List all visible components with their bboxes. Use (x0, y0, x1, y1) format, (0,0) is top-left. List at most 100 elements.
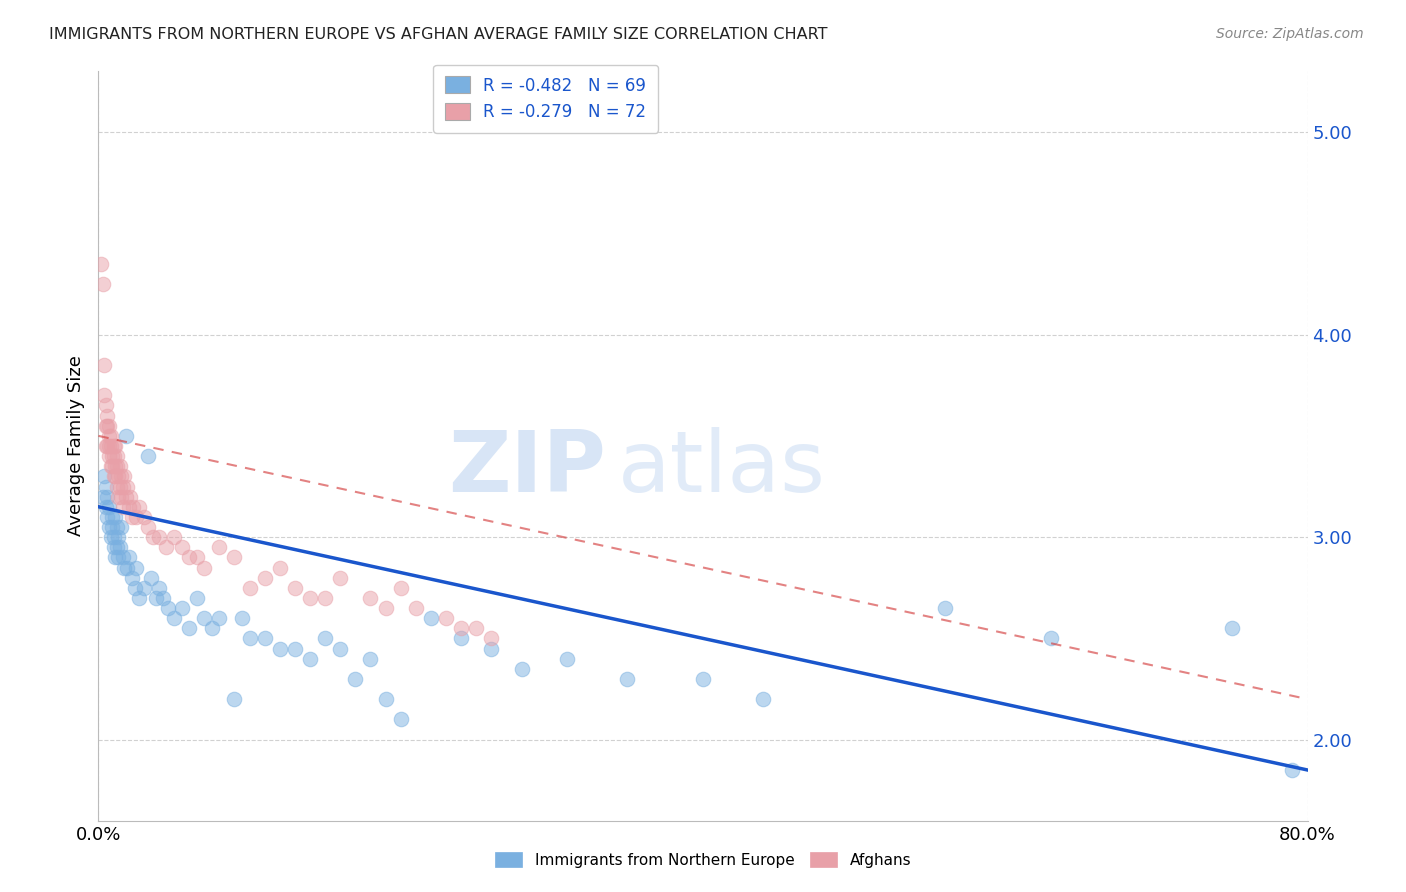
Point (1281, 763, 1303, 777)
Point (360, 591, 382, 605)
Point (94, 439, 117, 453)
Point (329, 641, 352, 656)
Point (269, 641, 291, 656)
Point (96, 490, 118, 504)
Point (91, 277, 114, 291)
Point (110, 469, 132, 483)
Point (94, 399, 117, 413)
Point (93, 388, 115, 402)
Point (692, 672, 714, 686)
Point (121, 571, 143, 585)
Point (121, 509, 143, 524)
Point (98, 500, 121, 514)
Point (112, 469, 135, 483)
Text: ZIP: ZIP (449, 427, 606, 510)
Point (104, 469, 127, 483)
Point (111, 500, 134, 514)
Point (405, 601, 427, 615)
Point (94, 479, 117, 493)
Point (128, 500, 150, 514)
Point (1220, 621, 1243, 635)
Point (136, 520, 159, 534)
Point (125, 509, 148, 524)
Point (269, 560, 291, 574)
Point (100, 530, 122, 544)
Point (360, 651, 382, 665)
Point (374, 692, 396, 706)
Point (389, 712, 412, 726)
Text: Source: ZipAtlas.com: Source: ZipAtlas.com (1216, 27, 1364, 41)
Point (115, 560, 138, 574)
Point (253, 571, 276, 585)
Point (284, 581, 307, 595)
Point (120, 490, 142, 504)
Point (201, 621, 224, 635)
Point (132, 509, 155, 524)
Point (122, 500, 145, 514)
Point (344, 672, 367, 686)
Point (103, 541, 125, 555)
Point (98, 449, 121, 463)
Point (208, 611, 231, 625)
Legend: Immigrants from Northern Europe, Afghans: Immigrants from Northern Europe, Afghans (488, 844, 918, 875)
Point (142, 530, 165, 544)
Point (239, 581, 262, 595)
Point (108, 541, 131, 555)
Point (465, 621, 488, 635)
Point (105, 449, 128, 463)
Point (118, 550, 141, 565)
Point (104, 550, 127, 565)
Point (186, 550, 208, 565)
Point (101, 449, 124, 463)
Point (98, 439, 121, 453)
Point (186, 591, 208, 605)
Point (314, 591, 336, 605)
Point (111, 550, 134, 565)
Point (450, 621, 472, 635)
Point (224, 692, 246, 706)
Point (231, 611, 253, 625)
Point (132, 581, 155, 595)
Point (103, 469, 125, 483)
Point (115, 479, 138, 493)
Point (112, 560, 135, 574)
Point (170, 601, 193, 615)
Point (103, 449, 125, 463)
Point (114, 490, 136, 504)
Point (107, 550, 129, 565)
Point (105, 479, 128, 493)
Point (110, 520, 132, 534)
Point (374, 601, 396, 615)
Point (299, 591, 322, 605)
Point (616, 672, 638, 686)
Point (93, 358, 115, 372)
Point (555, 651, 578, 665)
Text: IMMIGRANTS FROM NORTHERN EUROPE VS AFGHAN AVERAGE FAMILY SIZE CORRELATION CHART: IMMIGRANTS FROM NORTHERN EUROPE VS AFGHA… (49, 27, 828, 42)
Point (108, 479, 131, 493)
Point (100, 429, 122, 443)
Point (98, 418, 121, 433)
Point (108, 459, 131, 474)
Point (93, 469, 115, 483)
Point (101, 509, 124, 524)
Point (110, 490, 132, 504)
Point (934, 601, 956, 615)
Point (104, 439, 127, 453)
Point (156, 601, 179, 615)
Point (148, 581, 170, 595)
Point (100, 439, 122, 453)
Point (752, 692, 775, 706)
Point (118, 500, 141, 514)
Point (145, 591, 167, 605)
Point (100, 459, 122, 474)
Point (114, 429, 136, 443)
Point (105, 541, 128, 555)
Point (420, 611, 443, 625)
Point (136, 449, 159, 463)
Point (329, 571, 352, 585)
Point (152, 591, 174, 605)
Point (96, 409, 118, 423)
Point (193, 611, 215, 625)
Point (104, 509, 127, 524)
Point (98, 429, 121, 443)
